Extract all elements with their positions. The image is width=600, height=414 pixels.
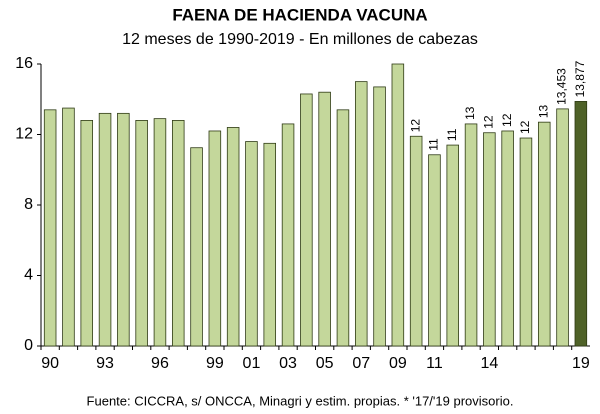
x-tick-label: 07: [352, 355, 370, 372]
bar: [135, 120, 148, 347]
bar: [208, 130, 222, 347]
bar: [373, 86, 386, 347]
x-tick-label: 99: [206, 355, 224, 372]
bar: [171, 120, 185, 347]
x-tick-label: 19: [572, 355, 590, 372]
x-tick-label: 90: [41, 355, 59, 372]
value-label: 13,877: [573, 60, 587, 97]
bar: [117, 112, 130, 347]
x-tick-label: 11: [426, 355, 443, 372]
y-tick-label: 12: [15, 126, 33, 143]
x-tick-label: 96: [151, 355, 169, 372]
bar: [574, 101, 588, 347]
bar: [519, 137, 533, 347]
bar: [446, 144, 460, 347]
bar: [153, 118, 167, 347]
value-label: 13: [536, 104, 550, 118]
value-label: 12: [482, 115, 496, 129]
bar: [501, 130, 514, 347]
bar: [281, 123, 295, 347]
bar: [336, 109, 350, 347]
value-label: 12: [500, 113, 514, 127]
footnote: Fuente: CICCRA, s/ ONCCA, Minagri y esti…: [87, 393, 514, 408]
bar: [300, 93, 313, 347]
bar: [464, 123, 478, 347]
chart-subtitle: 12 meses de 1990-2019 - En millones de c…: [122, 31, 478, 48]
x-tick-label: 01: [243, 355, 261, 372]
x-tick-label: 09: [389, 355, 407, 372]
y-tick-label: 8: [24, 196, 33, 213]
bar: [43, 109, 57, 347]
bar: [428, 154, 441, 347]
x-tick-label: 14: [480, 355, 498, 372]
bar: [354, 81, 368, 347]
x-tick-label: 93: [96, 355, 114, 372]
bar: [483, 132, 496, 347]
value-label: 13: [463, 106, 477, 120]
bar: [318, 91, 331, 347]
bar: [80, 120, 94, 347]
bar: [537, 121, 551, 347]
value-label: 11: [445, 128, 459, 141]
bar: [556, 108, 569, 347]
chart-title: FAENA DE HACIENDA VACUNA: [172, 5, 427, 24]
value-label: 12: [408, 119, 422, 133]
bar: [98, 112, 112, 347]
bar: [190, 147, 203, 347]
bar: [263, 142, 277, 347]
x-tick-label: 03: [279, 355, 297, 372]
value-label: 11: [427, 138, 441, 151]
bar: [245, 141, 258, 347]
bar: [391, 63, 405, 347]
bar: [226, 127, 240, 347]
value-label: 12: [518, 120, 532, 134]
y-tick-label: 4: [24, 267, 33, 284]
bar: [62, 107, 75, 347]
y-tick-label: 16: [15, 55, 33, 72]
y-tick-label: 0: [24, 337, 33, 354]
x-tick-label: 05: [316, 355, 334, 372]
bar: [409, 135, 423, 347]
value-label: 13,453: [555, 68, 569, 105]
